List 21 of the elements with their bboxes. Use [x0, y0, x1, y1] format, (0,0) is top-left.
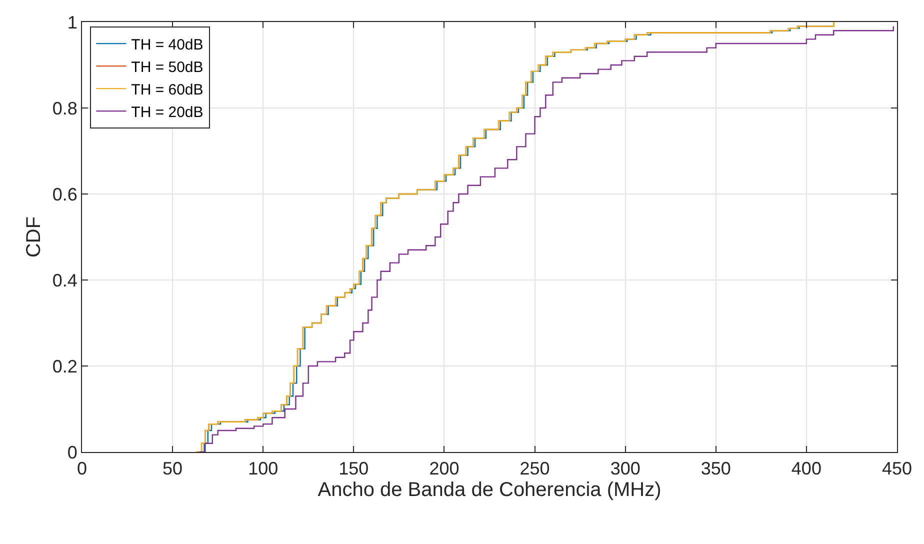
y-tick-label: 0 — [67, 442, 78, 462]
x-tick-label: 350 — [700, 458, 731, 479]
y-tick-label: 0.4 — [52, 270, 78, 290]
x-tick-label: 150 — [338, 458, 369, 479]
legend-label: TH = 60dB — [131, 81, 204, 98]
x-tick-label: 50 — [162, 458, 183, 479]
y-axis-title: CDF — [22, 216, 45, 258]
legend-label: TH = 50dB — [131, 58, 204, 76]
x-axis-title: Ancho de Banda de Coherencia (MHz) — [318, 479, 662, 502]
x-tick-label: 450 — [882, 458, 912, 479]
x-tick-label: 200 — [429, 458, 460, 479]
x-tick-label: 100 — [248, 458, 278, 479]
legend-label: TH = 40dB — [131, 36, 204, 54]
y-tick-label: 1 — [67, 12, 78, 32]
legend-label: TH = 20dB — [131, 104, 204, 121]
y-tick-label: 0.2 — [52, 356, 78, 376]
x-tick-label: 250 — [520, 458, 550, 479]
x-tick-label: 300 — [610, 458, 640, 479]
y-tick-label: 0.8 — [52, 98, 78, 118]
y-tick-label: 0.6 — [52, 184, 78, 204]
x-tick-label: 400 — [791, 458, 822, 479]
